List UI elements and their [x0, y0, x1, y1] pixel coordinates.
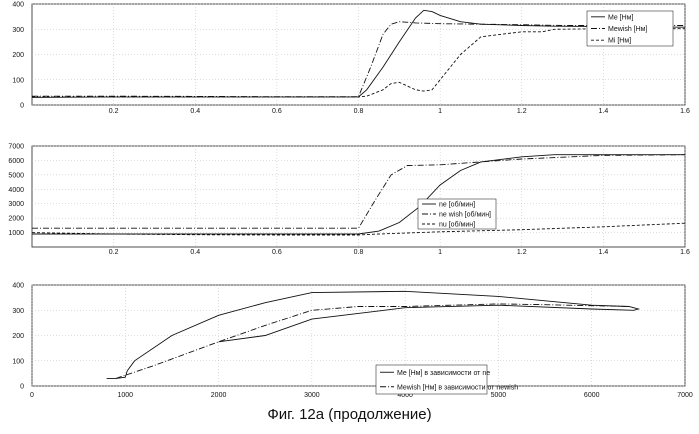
legend-label: ne [об/мин] [439, 201, 475, 209]
legend-label: Mewish [Нм] [608, 26, 647, 33]
y-tick-label: 100 [12, 358, 24, 365]
y-tick-label: 4000 [8, 187, 24, 194]
y-tick-label: 200 [12, 52, 24, 59]
legend-label: Me [Нм] [608, 14, 633, 21]
x-tick-label: 1 [438, 249, 442, 256]
x-tick-label: 2000 [211, 392, 227, 399]
x-tick-label: 1 [438, 108, 442, 115]
y-tick-label: 1000 [8, 230, 24, 237]
y-tick-label: 5000 [8, 172, 24, 179]
legend: Me [Нм] в зависимости от ne Mewish [Нм] в… [376, 365, 518, 394]
speed-time-panel: 0.2 0.4 0.6 0.8 1 1.2 1.4 1.6 1000 2000 3000 4000 50… [8, 144, 690, 257]
legend: ne [об/мин] ne wish [об/мин] nu [об/мин] [418, 199, 496, 229]
x-tick-label: 3000 [304, 392, 320, 399]
x-tick-label: 0.6 [272, 108, 282, 115]
x-tick-label: 6000 [584, 392, 600, 399]
torque-time-panel: 0.2 0.4 0.6 0.8 1 1.2 1.4 1.6 0 100 200 300 400 Me [Н… [12, 2, 690, 116]
x-tick-label: 7000 [677, 392, 693, 399]
x-tick-label: 1000 [117, 392, 133, 399]
legend-label: ne wish [об/мин] [439, 211, 491, 219]
y-tick-label: 0 [20, 384, 24, 391]
legend-label: nu [об/мин] [439, 221, 475, 229]
y-tick-label: 0 [20, 103, 24, 110]
torque-speed-panel: 0100020003000400050006000700001002003004… [12, 283, 693, 400]
y-tick-label: 100 [12, 77, 24, 84]
y-tick-label: 400 [12, 2, 24, 9]
x-tick-label: 0.2 [109, 249, 119, 256]
x-tick-label: 0.8 [354, 108, 364, 115]
y-tick-label: 300 [12, 27, 24, 34]
y-tick-label: 2000 [8, 216, 24, 223]
x-tick-label: 0.8 [354, 249, 364, 256]
legend-label: Mi [Нм] [608, 38, 631, 45]
x-tick-label: 0.6 [272, 249, 282, 256]
legend-label: Me [Нм] в зависимости от ne [397, 370, 490, 377]
y-tick-label: 200 [12, 333, 24, 340]
x-tick-label: 0 [30, 392, 34, 399]
legend-label: Mewish [Нм] в зависимости от newish [397, 384, 518, 391]
x-tick-label: 1.2 [517, 108, 527, 115]
legend: Me [Нм] Mewish [Нм] Mi [Нм] [587, 11, 673, 46]
y-tick-label: 300 [12, 308, 24, 315]
series-line-2 [116, 304, 629, 379]
x-tick-label: 0.4 [190, 108, 200, 115]
y-tick-label: 7000 [8, 144, 24, 151]
x-tick-label: 0.4 [190, 249, 200, 256]
y-tick-label: 6000 [8, 158, 24, 165]
x-tick-label: 1.2 [517, 249, 527, 256]
x-tick-label: 1.4 [599, 249, 609, 256]
x-tick-label: 1.6 [680, 108, 690, 115]
y-tick-label: 400 [12, 283, 24, 290]
x-tick-label: 1.6 [680, 249, 690, 256]
x-tick-label: 5000 [491, 392, 507, 399]
figure-caption: Фиг. 12а (продолжение) [0, 406, 699, 423]
x-tick-label: 1.4 [599, 108, 609, 115]
y-tick-label: 3000 [8, 201, 24, 208]
x-tick-label: 0.2 [109, 108, 119, 115]
series-line-1 [107, 291, 639, 378]
